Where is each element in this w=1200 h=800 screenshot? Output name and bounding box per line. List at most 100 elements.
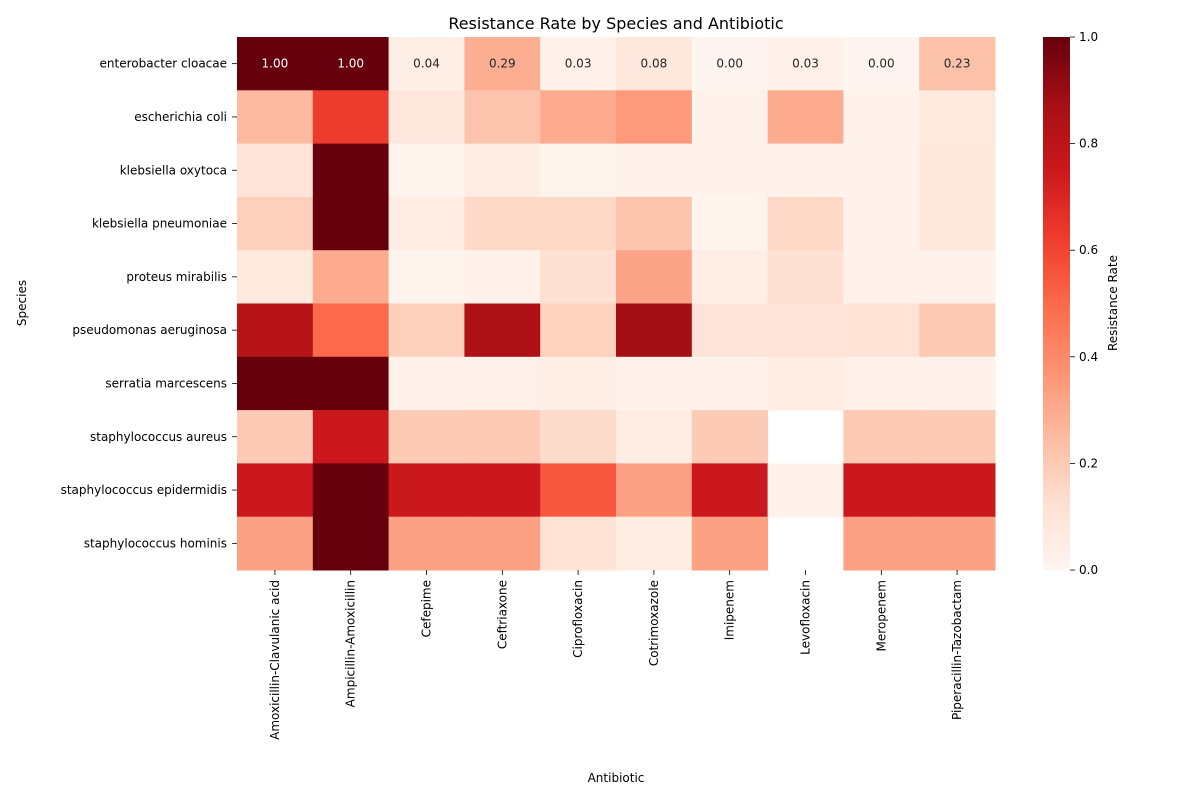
heatmap-cell bbox=[312, 37, 390, 91]
heatmap-cell bbox=[919, 90, 996, 145]
cell-value-label: 0.00 bbox=[868, 57, 895, 71]
cell-value-label: 0.03 bbox=[565, 57, 592, 71]
colorbar-tick-label: 1.0 bbox=[1079, 30, 1098, 44]
cell-value-label: 1.00 bbox=[337, 57, 364, 71]
y-axis-label: Species bbox=[15, 280, 29, 326]
cell-value-label: 0.03 bbox=[792, 57, 819, 71]
heatmap-cell bbox=[540, 143, 617, 198]
heatmap-cell bbox=[540, 410, 617, 464]
heatmap-cell bbox=[312, 90, 390, 145]
x-tick-label: Meropenem bbox=[874, 580, 888, 651]
x-tick-label: Cefepime bbox=[420, 580, 434, 637]
x-tick-label: Piperacillin-Tazobactam bbox=[950, 580, 964, 720]
heatmap-cell bbox=[691, 143, 769, 198]
heatmap-cell bbox=[919, 516, 996, 571]
heatmap-cell bbox=[388, 196, 465, 251]
heatmap-cell bbox=[616, 356, 693, 411]
heatmap-cell bbox=[237, 196, 314, 251]
heatmap-cell bbox=[616, 463, 693, 518]
heatmap-cell bbox=[616, 250, 693, 304]
cell-value-label: 0.04 bbox=[413, 57, 440, 71]
heatmap-cell bbox=[616, 410, 693, 464]
heatmap-cell bbox=[843, 303, 920, 358]
x-tick-label: Ciprofloxacin bbox=[571, 580, 585, 658]
heatmap-cell bbox=[237, 250, 314, 304]
heatmap-cell bbox=[237, 37, 314, 91]
heatmap-cell bbox=[767, 250, 844, 304]
heatmap-cell bbox=[237, 463, 314, 518]
heatmap-cell bbox=[540, 463, 617, 518]
heatmap-cell bbox=[464, 143, 541, 198]
heatmap-cell bbox=[919, 196, 996, 251]
heatmap-cell bbox=[388, 250, 465, 304]
heatmap-cell bbox=[312, 303, 390, 358]
heatmap-cell bbox=[388, 143, 465, 198]
heatmap-cell bbox=[388, 410, 465, 464]
heatmap-cell bbox=[691, 516, 769, 571]
heatmap-cell bbox=[767, 463, 844, 518]
heatmap-cell bbox=[691, 90, 769, 145]
heatmap-cell bbox=[540, 303, 617, 358]
heatmap-cell bbox=[312, 516, 390, 571]
heatmap-cell bbox=[691, 303, 769, 358]
colorbar-tick-label: 0.0 bbox=[1079, 563, 1098, 577]
x-axis-label: Antibiotic bbox=[588, 771, 645, 785]
heatmap-cell bbox=[843, 90, 920, 145]
heatmap-cell bbox=[540, 516, 617, 571]
heatmap-cell bbox=[616, 196, 693, 251]
heatmap-cell bbox=[312, 410, 390, 464]
heatmap-cell bbox=[843, 516, 920, 571]
heatmap-cell bbox=[616, 90, 693, 145]
colorbar-tick-label: 0.4 bbox=[1079, 350, 1098, 364]
heatmap-cell bbox=[237, 356, 314, 411]
heatmap-cell bbox=[388, 303, 465, 358]
cell-value-label: 0.00 bbox=[716, 57, 743, 71]
heatmap-cell bbox=[767, 356, 844, 411]
heatmap-cell bbox=[388, 463, 465, 518]
heatmap-cell bbox=[464, 356, 541, 411]
heatmap-cell bbox=[843, 143, 920, 198]
heatmap-cell bbox=[540, 37, 617, 91]
y-tick-label: klebsiella pneumoniae bbox=[92, 217, 227, 231]
x-axis-ticks: Amoxicillin-Clavulanic acid Ampicillin-Am… bbox=[268, 570, 964, 740]
heatmap-cell bbox=[237, 516, 314, 571]
heatmap-cell bbox=[843, 463, 920, 518]
heatmap-cell bbox=[540, 356, 617, 411]
cell-value-label: 0.23 bbox=[944, 57, 971, 71]
heatmap-cell bbox=[843, 196, 920, 251]
heatmap-cell bbox=[691, 410, 769, 464]
x-tick-label: Levofloxacin bbox=[799, 580, 813, 655]
heatmap-cell bbox=[691, 463, 769, 518]
heatmap-cell bbox=[919, 410, 996, 464]
heatmap-cell bbox=[312, 356, 390, 411]
heatmap-cell bbox=[843, 37, 920, 91]
cell-value-label: 0.29 bbox=[489, 57, 516, 71]
heatmap-cell bbox=[919, 463, 996, 518]
heatmap-cell bbox=[919, 356, 996, 411]
y-tick-label: escherichia coli bbox=[134, 110, 227, 124]
heatmap-cell bbox=[616, 143, 693, 198]
chart-title: Resistance Rate by Species and Antibioti… bbox=[448, 14, 783, 33]
heatmap-cell bbox=[464, 250, 541, 304]
y-tick-label: serratia marcescens bbox=[105, 376, 227, 390]
heatmap-cell-labels: 1.00 1.00 0.04 0.29 0.03 0.08 0.00 0.03 0.00 0.23 bbox=[262, 57, 971, 71]
heatmap-cell bbox=[312, 143, 390, 198]
heatmap-cell bbox=[312, 196, 390, 251]
heatmap-cell bbox=[691, 250, 769, 304]
colorbar-tick-label: 0.2 bbox=[1079, 456, 1098, 470]
heatmap-cell bbox=[919, 303, 996, 358]
heatmap-cell bbox=[388, 356, 465, 411]
heatmap-cell bbox=[691, 356, 769, 411]
heatmap-cell bbox=[464, 410, 541, 464]
colorbar-gradient bbox=[1043, 37, 1070, 570]
x-tick-label: Ceftriaxone bbox=[495, 580, 509, 649]
heatmap-cell bbox=[464, 37, 541, 91]
heatmap-cell bbox=[464, 303, 541, 358]
heatmap-cell bbox=[237, 303, 314, 358]
heatmap-cell bbox=[767, 303, 844, 358]
heatmap-cell bbox=[767, 143, 844, 198]
y-tick-label: pseudomonas aeruginosa bbox=[72, 323, 227, 337]
x-tick-label: Amoxicillin-Clavulanic acid bbox=[268, 580, 282, 740]
heatmap-cell bbox=[388, 37, 465, 91]
heatmap-cell bbox=[312, 463, 390, 518]
